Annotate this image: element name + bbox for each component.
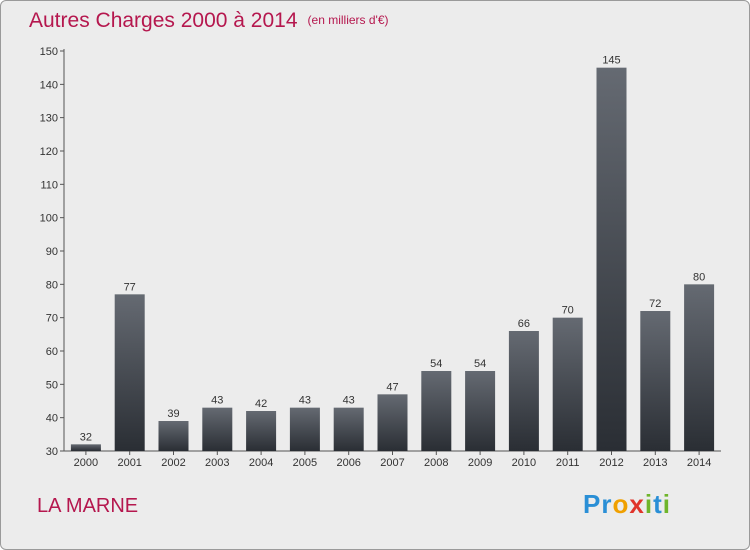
y-tick-label: 120 (40, 146, 58, 158)
x-tick-label: 2000 (74, 457, 98, 469)
x-tick-label: 2007 (380, 457, 404, 469)
data-label: 54 (430, 358, 442, 370)
y-tick-label: 130 (40, 113, 58, 125)
x-tick-label: 2004 (249, 457, 273, 469)
x-tick-label: 2010 (512, 457, 536, 469)
chart-labels: 2000 32 2001 77 2002 39 2003 43 2004 42 2005 43 2006… (74, 55, 712, 469)
x-tick-label: 2001 (117, 457, 141, 469)
bar (640, 311, 671, 451)
data-label: 70 (562, 305, 574, 317)
bar (202, 407, 233, 451)
y-tick-label: 60 (46, 346, 58, 358)
y-tick-label: 140 (40, 79, 58, 91)
data-label: 66 (518, 318, 530, 330)
bar (289, 407, 320, 451)
x-tick-label: 2008 (424, 457, 448, 469)
bar (421, 371, 452, 451)
y-tick-label: 110 (40, 179, 58, 191)
x-tick-label: 2002 (161, 457, 185, 469)
bar (684, 284, 715, 451)
bar (465, 371, 496, 451)
data-label: 43 (343, 395, 355, 407)
bar (114, 294, 145, 451)
x-tick-label: 2011 (556, 457, 580, 469)
chart-title: Autres Charges 2000 à 2014 (en milliers d… (29, 9, 389, 33)
y-tick-label: 80 (46, 279, 58, 291)
place-name: LA MARNE (37, 495, 139, 517)
x-tick-label: 2006 (336, 457, 360, 469)
data-label: 43 (211, 395, 223, 407)
bar (333, 407, 364, 451)
bar (596, 67, 627, 452)
y-tick-label: 50 (46, 379, 58, 391)
x-tick-label: 2012 (599, 457, 623, 469)
x-tick-label: 2003 (205, 457, 229, 469)
chart-title-text: Autres Charges 2000 à 2014 (29, 9, 298, 32)
x-tick-label: 2014 (687, 457, 711, 469)
x-tick-label: 2009 (468, 457, 492, 469)
data-label: 32 (80, 431, 92, 443)
y-tick-label: 30 (46, 446, 58, 458)
y-tick-label: 100 (40, 213, 58, 225)
data-label: 80 (693, 271, 705, 283)
data-label: 43 (299, 395, 311, 407)
proxiti-logo: Proxiti (583, 489, 671, 519)
y-tick-label: 150 (40, 46, 58, 58)
chart-bars (70, 67, 715, 452)
bar (552, 317, 583, 451)
bar (246, 411, 277, 451)
bar (508, 331, 539, 451)
bar (158, 421, 189, 451)
data-label: 39 (167, 408, 179, 420)
data-label: 145 (602, 55, 620, 67)
bar (70, 444, 101, 451)
x-tick-label: 2013 (643, 457, 667, 469)
chart-unit: (en milliers d'€) (307, 13, 389, 27)
data-label: 54 (474, 358, 486, 370)
bar (377, 394, 408, 451)
y-tick-label: 70 (46, 313, 58, 325)
data-label: 47 (386, 381, 398, 393)
data-label: 42 (255, 398, 267, 410)
y-tick-label: 90 (46, 246, 58, 258)
data-label: 72 (649, 298, 661, 310)
x-tick-label: 2005 (293, 457, 317, 469)
data-label: 77 (124, 281, 136, 293)
y-tick-label: 40 (46, 413, 58, 425)
